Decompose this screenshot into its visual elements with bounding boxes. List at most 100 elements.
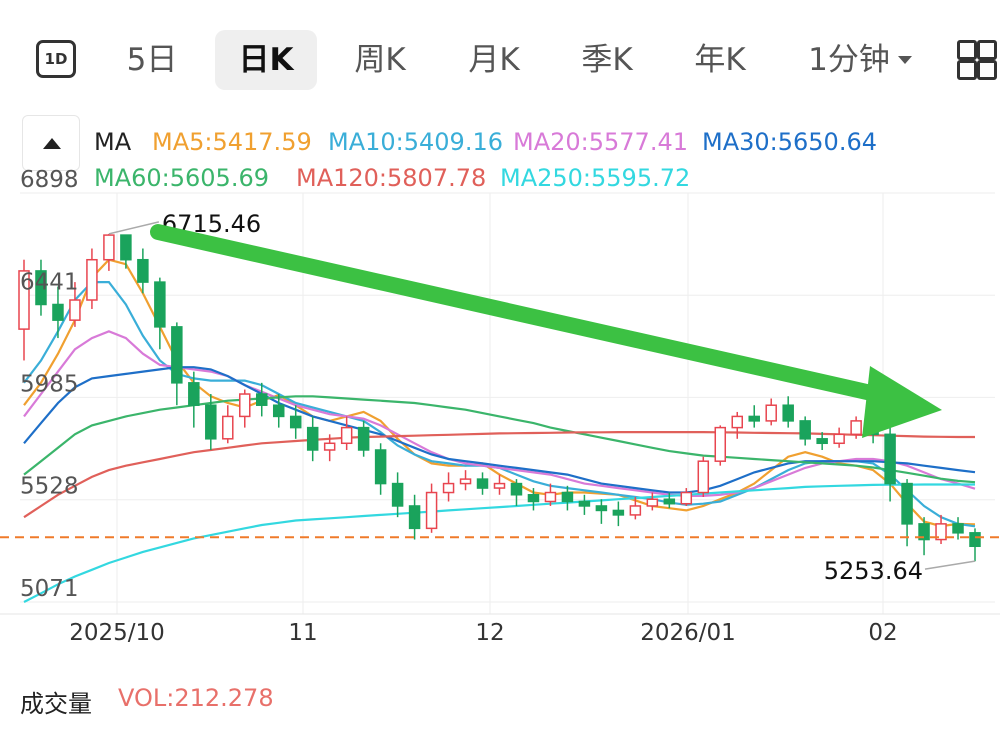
collapse-toggle-icon[interactable]	[22, 115, 80, 171]
candle-body	[561, 491, 574, 503]
candle-body	[816, 438, 828, 445]
candle-body	[680, 491, 693, 505]
candle-body	[323, 442, 336, 451]
candle-body	[918, 523, 930, 541]
candle-body	[850, 420, 862, 436]
x-tick-label: 2026/01	[640, 620, 736, 646]
ma120-value: MA120:5807.78	[296, 164, 487, 192]
y-tick-label: 5528	[20, 474, 79, 500]
candle-body	[18, 270, 30, 330]
candle-body	[459, 478, 472, 485]
candle-body	[120, 234, 132, 261]
ma-line-ma250	[23, 483, 975, 603]
candle-body	[510, 482, 523, 496]
ma-line-ma20	[23, 330, 976, 497]
candle-body	[442, 482, 455, 494]
candle-body	[52, 303, 64, 321]
grid-layout-icon[interactable]	[957, 40, 997, 80]
candle-body	[578, 500, 591, 507]
candle-body	[833, 433, 845, 445]
tab-1min-label: 1分钟	[808, 42, 890, 78]
candle-body	[731, 415, 743, 429]
tab-1min-dropdown[interactable]: 1分钟	[800, 30, 920, 90]
y-tick-label: 6898	[20, 167, 79, 193]
candle-body	[391, 482, 404, 507]
candle-body	[86, 258, 98, 301]
candle-body	[272, 404, 285, 418]
trend-arrow-shaft	[150, 224, 888, 403]
candle-body	[239, 393, 251, 418]
candle-body	[884, 433, 896, 485]
y-tick-label: 6441	[20, 269, 79, 295]
candle-body	[425, 491, 438, 530]
daily-view-icon[interactable]: 1D	[36, 40, 76, 78]
candle-body	[646, 498, 659, 507]
ma20-value: MA20:5577.41	[513, 128, 688, 156]
x-tick-label: 12	[475, 620, 504, 646]
daily-view-icon-label: 1D	[44, 50, 68, 68]
candle-body	[748, 415, 760, 422]
high-pointer	[108, 221, 160, 235]
candle-body	[103, 234, 115, 261]
candle-body	[35, 270, 47, 306]
candle-body	[222, 415, 234, 440]
ma250-value: MA250:5595.72	[500, 164, 691, 192]
candle-body	[935, 523, 947, 541]
candle-body	[629, 505, 642, 516]
candle-body	[901, 482, 913, 525]
ma10-value: MA10:5409.16	[328, 128, 503, 156]
x-tick-label: 11	[288, 620, 317, 646]
trend-arrow-head	[862, 366, 942, 438]
tab-quarterly-k[interactable]: 季K	[581, 42, 633, 78]
ma5-value: MA5:5417.59	[152, 128, 312, 156]
x-tick-label: 2025/10	[69, 620, 165, 646]
candle-body	[612, 509, 625, 516]
ma-title: MA	[94, 128, 132, 156]
candle-body	[765, 404, 777, 422]
candle-body	[374, 449, 387, 485]
ma60-value: MA60:5605.69	[94, 164, 269, 192]
candle-body	[969, 532, 981, 548]
x-tick-label: 02	[868, 620, 897, 646]
candle-body	[493, 482, 506, 489]
candle-body	[782, 404, 794, 422]
y-tick-label: 5985	[20, 371, 79, 397]
candle-body	[137, 258, 149, 283]
candle-body	[171, 326, 183, 384]
tab-5day[interactable]: 5日	[126, 42, 178, 78]
candle-body	[697, 460, 710, 494]
candle-body	[154, 281, 166, 328]
volume-value: VOL:212.278	[118, 684, 274, 712]
ma30-value: MA30:5650.64	[702, 128, 877, 156]
candle-body	[544, 491, 557, 503]
y-tick-label: 5071	[20, 576, 79, 602]
tab-monthly-k[interactable]: 月K	[468, 42, 520, 78]
candle-body	[340, 426, 353, 445]
candle-body	[289, 415, 302, 429]
low-pointer	[924, 560, 976, 570]
candle-body	[408, 505, 421, 530]
candle-body	[952, 523, 964, 534]
candle-body	[188, 382, 200, 406]
candle-body	[476, 478, 489, 489]
ma-line-ma120	[23, 431, 975, 519]
candle-body	[799, 420, 811, 440]
candle-body	[205, 404, 217, 440]
tab-daily-k[interactable]: 日K	[215, 30, 317, 90]
candle-body	[714, 426, 727, 462]
candle-body	[527, 494, 540, 503]
tab-weekly-k[interactable]: 周K	[354, 42, 406, 78]
chevron-down-icon	[897, 55, 912, 64]
candle-body	[663, 498, 676, 505]
low-price-label: 5253.64	[824, 557, 923, 585]
candle-body	[306, 426, 319, 451]
volume-title: 成交量	[20, 690, 92, 718]
candle-body	[69, 299, 81, 321]
period-toolbar: 1D 5日 日K 周K 月K 季K 年K 1分钟	[0, 0, 1000, 118]
tab-yearly-k[interactable]: 年K	[694, 42, 746, 78]
candle-body	[595, 505, 608, 512]
ma-line-ma60	[23, 395, 976, 484]
candle-body	[357, 426, 370, 451]
candle-body	[256, 393, 268, 406]
